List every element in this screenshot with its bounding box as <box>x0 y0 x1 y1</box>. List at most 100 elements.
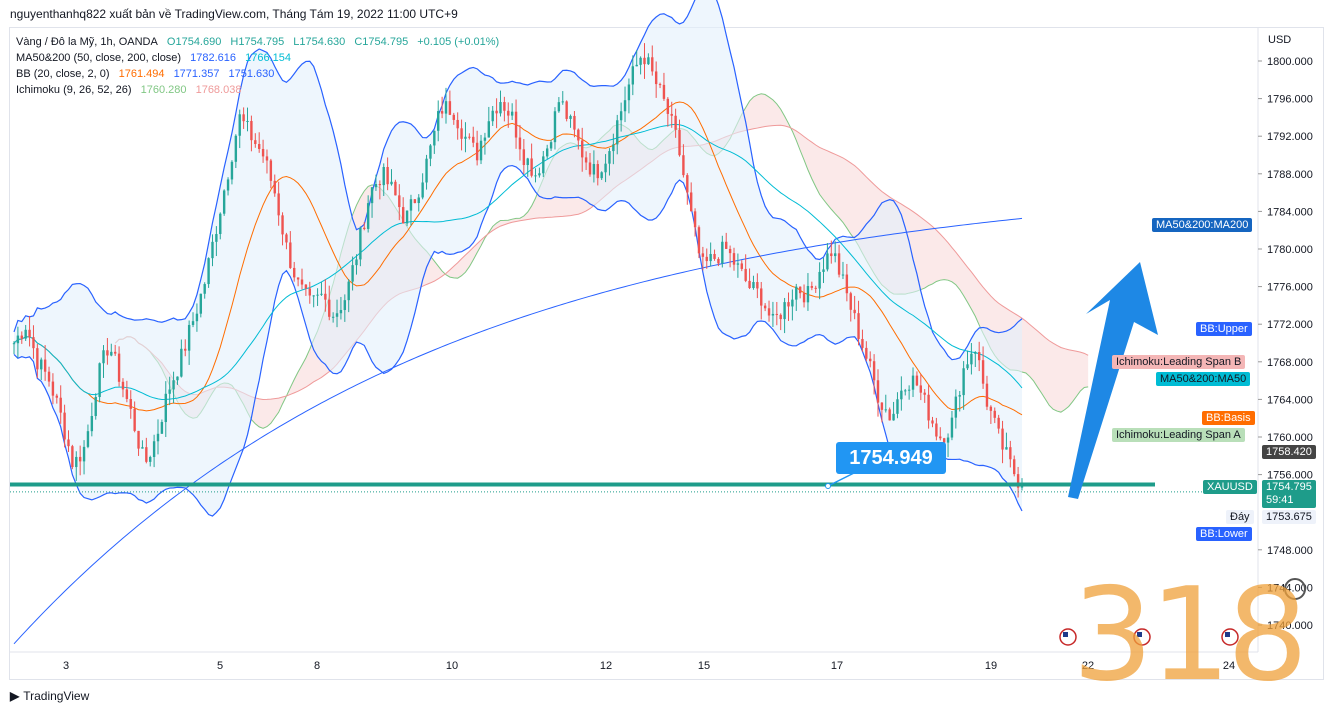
candle-body <box>635 64 638 67</box>
candle-body <box>763 305 767 309</box>
bb-basis-price-label: BB:Basis <box>1202 411 1255 425</box>
candle-body <box>569 115 572 119</box>
legend-ma-value2: 1766.154 <box>245 52 291 64</box>
candle-body <box>335 313 339 317</box>
ichimoku-cloud <box>115 93 1089 429</box>
candle-body <box>172 380 175 390</box>
candle-body <box>713 253 716 259</box>
candle-body <box>806 286 810 303</box>
footer-brand[interactable]: ▶ TradingView <box>10 689 89 703</box>
candle-body <box>355 259 358 266</box>
clock-icon[interactable] <box>1284 578 1306 600</box>
bb-lower-price-label: BB:Lower <box>1196 527 1252 541</box>
candle-body <box>437 111 440 131</box>
price-tick-label: 1780.000 <box>1267 244 1313 256</box>
candle-body <box>300 279 304 285</box>
candle-body <box>869 358 872 362</box>
candle-body <box>254 140 257 145</box>
candle-body <box>507 110 510 116</box>
candle-body <box>872 361 876 381</box>
time-tick-label: 22 <box>1082 660 1094 672</box>
candle-body <box>40 359 43 370</box>
candle-body <box>293 267 296 278</box>
candle-body <box>865 347 868 359</box>
candle-body <box>456 119 459 129</box>
candle-body <box>433 130 436 146</box>
candle-body <box>565 101 568 119</box>
candle-body <box>405 210 409 224</box>
price-tick-label: 1760.000 <box>1267 432 1313 444</box>
candle-body <box>215 234 218 242</box>
candle-body <box>113 351 117 354</box>
ma200-line <box>13 217 1023 645</box>
candle-body <box>226 179 230 191</box>
candle-body <box>269 160 273 181</box>
candle-body <box>1009 447 1012 460</box>
candle-body <box>526 158 529 166</box>
candle-body <box>59 397 62 413</box>
candle-body <box>841 274 845 276</box>
candle-body <box>374 184 378 188</box>
candle-body <box>382 166 385 186</box>
candle-body <box>366 203 370 229</box>
candle-body <box>954 396 958 418</box>
candle-body <box>604 163 607 173</box>
candle-body <box>725 241 728 249</box>
candle-body <box>670 113 673 116</box>
footer-brand-text: TradingView <box>23 689 90 703</box>
candle-body <box>347 281 350 301</box>
candle-body <box>180 348 183 377</box>
candle-body <box>129 399 132 409</box>
candle-body <box>460 128 463 139</box>
candle-body <box>444 101 448 114</box>
candle-body <box>689 192 693 212</box>
candle-body <box>592 164 596 175</box>
legend-ichimoku-row[interactable]: Ichimoku (9, 26, 52, 26) 1760.280 1768.0… <box>16 84 247 96</box>
candle-body <box>429 145 432 159</box>
candle-body <box>744 268 747 281</box>
bollinger-fill <box>14 0 1022 517</box>
candle-body <box>748 280 751 289</box>
candle-body <box>783 302 786 320</box>
candle-body <box>728 248 732 254</box>
candle-body <box>117 353 121 382</box>
candle-body <box>709 253 712 262</box>
candle-body <box>884 409 887 411</box>
candle-body <box>651 57 654 72</box>
candle-body <box>573 115 576 130</box>
candle-body <box>581 140 584 158</box>
candle-body <box>440 111 444 114</box>
candle-body <box>833 253 837 257</box>
candle-body <box>946 437 950 443</box>
price-tick-label: 1796.000 <box>1267 94 1313 106</box>
candle-body <box>12 343 16 345</box>
candle-body <box>791 299 794 307</box>
candle-body <box>16 335 20 344</box>
legend-bb-row[interactable]: BB (20, close, 2, 0) 1761.494 1771.357 1… <box>16 68 280 80</box>
price-tick-label: 1792.000 <box>1267 131 1313 143</box>
legend-ma-row[interactable]: MA50&200 (50, close, 200, close) 1782.61… <box>16 52 297 64</box>
candle-body <box>693 211 697 228</box>
candle-body <box>767 308 771 316</box>
candle-body <box>102 350 105 364</box>
candle-body <box>643 57 646 65</box>
candle-body <box>149 457 152 462</box>
candle-body <box>421 182 424 198</box>
price-callout[interactable]: 1754.949 <box>836 442 946 474</box>
legend-bb-value3: 1751.630 <box>228 68 275 80</box>
legend-close: C1754.795 <box>354 36 409 48</box>
candle-body <box>682 155 685 176</box>
candle-body <box>736 263 740 265</box>
candle-body <box>94 397 97 417</box>
candle-body <box>203 284 206 294</box>
candle-body <box>110 351 113 356</box>
candle-body <box>316 294 319 296</box>
leading-span-a-label: Ichimoku:Leading Span A <box>1112 428 1245 442</box>
candle-body <box>993 410 996 418</box>
time-tick-label: 19 <box>985 660 997 672</box>
candle-body <box>425 158 428 183</box>
candle-body <box>503 102 506 111</box>
legend-bb-value2: 1771.357 <box>173 68 220 80</box>
candle-body <box>510 111 514 116</box>
